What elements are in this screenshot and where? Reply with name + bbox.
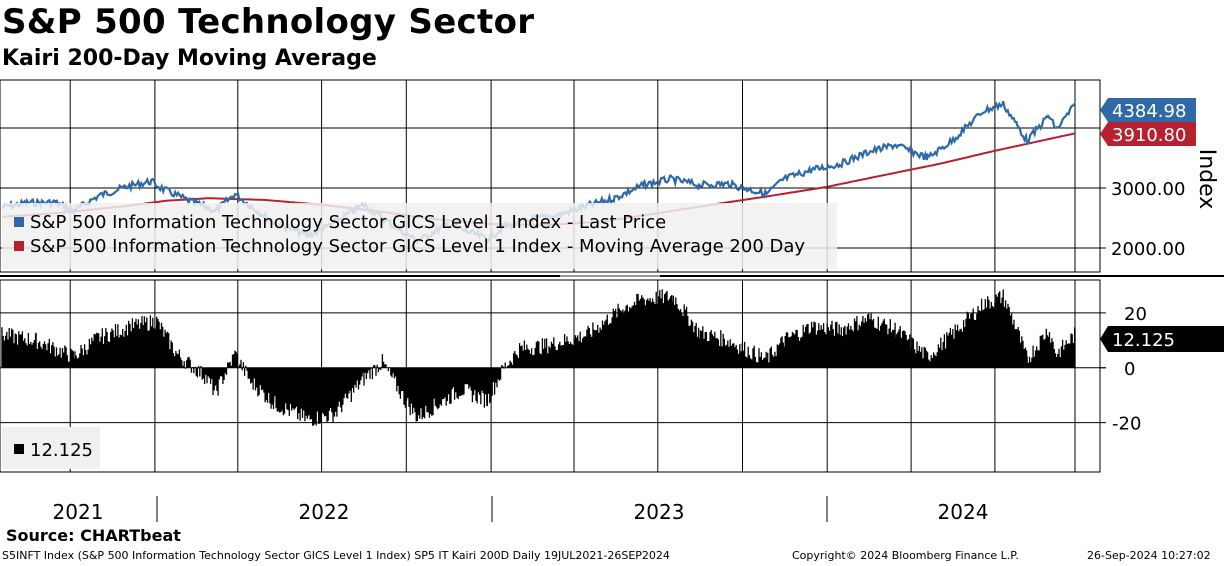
legend-entry-1: S&P 500 Information Technology Sector GI… [30, 236, 805, 257]
kairi-tag-shape [1100, 326, 1224, 352]
last-price-tag-value: 4384.98 [1112, 101, 1186, 122]
legend-entry-0: S&P 500 Information Technology Sector GI… [30, 212, 666, 233]
xaxis-year-label-1: 2022 [299, 500, 350, 524]
ma200-tag-shape [1100, 122, 1196, 146]
legend-swatch-0 [14, 217, 24, 227]
legend-swatch-1 [14, 241, 24, 251]
ma200-tag: 3910.80 [1100, 122, 1196, 146]
last-price-tag-shape [1100, 98, 1196, 122]
upper-ytick-label-1: 3000.00 [1111, 179, 1185, 200]
upper-legend: S&P 500 Information Technology Sector GI… [2, 203, 837, 269]
lower-legend-entry: 12.125 [30, 440, 93, 461]
lower-ytick-label-0: -20 [1112, 414, 1141, 435]
xaxis-year-label-3: 2024 [938, 500, 989, 524]
upper-yaxis-label: Index [1194, 149, 1219, 210]
xaxis-year-label-0: 2021 [53, 500, 104, 524]
chart-subtitle: Kairi 200-Day Moving Average [2, 46, 377, 71]
upper-panel-frame [0, 79, 1101, 273]
lower-ytick-label-1: 0 [1124, 359, 1135, 380]
chart-title: S&P 500 Technology Sector [2, 2, 535, 42]
ma200-tag-value: 3910.80 [1112, 125, 1186, 146]
xaxis-year-label-2: 2023 [634, 500, 685, 524]
source-note: Source: CHARTbeat [6, 526, 181, 545]
footer-description: S5INFT Index (S&P 500 Information Techno… [2, 549, 670, 562]
upper-ytick-label-0: 2000.00 [1111, 239, 1185, 260]
lower-ytick-label-2: 20 [1124, 304, 1147, 325]
kairi-area [1, 289, 1076, 426]
lower-legend-swatch [14, 444, 24, 454]
lower-legend: 12.125 [2, 427, 100, 469]
footer-copyright: Copyright© 2024 Bloomberg Finance L.P. [792, 549, 1019, 562]
last-price-tag: 4384.98 [1100, 98, 1196, 122]
upper-legend-box [2, 203, 837, 269]
kairi-tag: 12.125 [1100, 326, 1224, 352]
footer-timestamp: 26-Sep-2024 10:27:02 [1087, 549, 1211, 562]
kairi-tag-value: 12.125 [1112, 330, 1175, 351]
lower-panel-frame [0, 279, 1101, 473]
